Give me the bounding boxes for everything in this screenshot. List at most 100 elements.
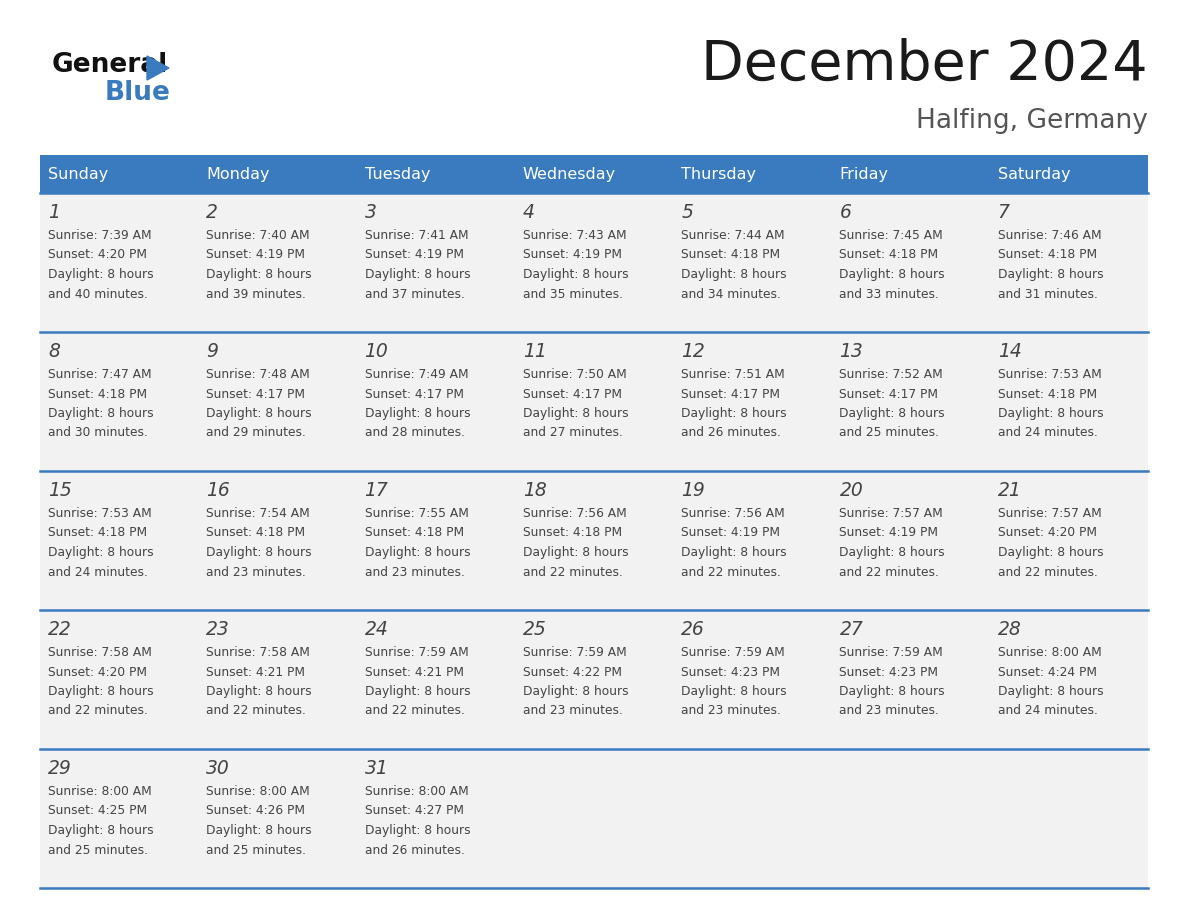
Text: 4: 4 xyxy=(523,203,535,222)
Text: Wednesday: Wednesday xyxy=(523,166,617,182)
Text: Sunrise: 7:40 AM: Sunrise: 7:40 AM xyxy=(207,229,310,242)
Text: Daylight: 8 hours: Daylight: 8 hours xyxy=(523,407,628,420)
Text: Sunrise: 7:49 AM: Sunrise: 7:49 AM xyxy=(365,368,468,381)
Text: 11: 11 xyxy=(523,342,546,361)
Text: Daylight: 8 hours: Daylight: 8 hours xyxy=(365,685,470,698)
Text: 3: 3 xyxy=(365,203,377,222)
Text: Daylight: 8 hours: Daylight: 8 hours xyxy=(523,685,628,698)
Text: Daylight: 8 hours: Daylight: 8 hours xyxy=(207,824,312,837)
Text: Sunrise: 7:56 AM: Sunrise: 7:56 AM xyxy=(681,507,785,520)
Text: Daylight: 8 hours: Daylight: 8 hours xyxy=(48,268,153,281)
Text: Sunrise: 7:46 AM: Sunrise: 7:46 AM xyxy=(998,229,1101,242)
Text: and 24 minutes.: and 24 minutes. xyxy=(998,427,1098,440)
Text: and 40 minutes.: and 40 minutes. xyxy=(48,287,147,300)
Text: Sunrise: 8:00 AM: Sunrise: 8:00 AM xyxy=(365,785,468,798)
Text: Daylight: 8 hours: Daylight: 8 hours xyxy=(681,407,786,420)
Text: 13: 13 xyxy=(840,342,864,361)
Text: Sunrise: 7:41 AM: Sunrise: 7:41 AM xyxy=(365,229,468,242)
Text: and 27 minutes.: and 27 minutes. xyxy=(523,427,623,440)
Text: Sunrise: 7:52 AM: Sunrise: 7:52 AM xyxy=(840,368,943,381)
Text: Daylight: 8 hours: Daylight: 8 hours xyxy=(48,407,153,420)
Text: and 24 minutes.: and 24 minutes. xyxy=(48,565,147,578)
Text: Daylight: 8 hours: Daylight: 8 hours xyxy=(365,824,470,837)
Text: Sunrise: 7:45 AM: Sunrise: 7:45 AM xyxy=(840,229,943,242)
Text: Daylight: 8 hours: Daylight: 8 hours xyxy=(207,407,312,420)
Text: Sunset: 4:17 PM: Sunset: 4:17 PM xyxy=(523,387,621,400)
Text: and 31 minutes.: and 31 minutes. xyxy=(998,287,1098,300)
Text: 19: 19 xyxy=(681,481,704,500)
Text: Sunrise: 7:53 AM: Sunrise: 7:53 AM xyxy=(998,368,1101,381)
Text: 21: 21 xyxy=(998,481,1022,500)
Text: and 22 minutes.: and 22 minutes. xyxy=(681,565,781,578)
Text: and 34 minutes.: and 34 minutes. xyxy=(681,287,781,300)
Text: and 22 minutes.: and 22 minutes. xyxy=(998,565,1098,578)
Text: Sunrise: 7:44 AM: Sunrise: 7:44 AM xyxy=(681,229,785,242)
Text: Sunset: 4:19 PM: Sunset: 4:19 PM xyxy=(365,249,463,262)
Text: Daylight: 8 hours: Daylight: 8 hours xyxy=(998,268,1104,281)
Text: Sunrise: 7:51 AM: Sunrise: 7:51 AM xyxy=(681,368,785,381)
Text: Sunset: 4:19 PM: Sunset: 4:19 PM xyxy=(207,249,305,262)
Text: 20: 20 xyxy=(840,481,864,500)
Text: Sunset: 4:23 PM: Sunset: 4:23 PM xyxy=(840,666,939,678)
Text: Daylight: 8 hours: Daylight: 8 hours xyxy=(48,685,153,698)
Text: Sunset: 4:19 PM: Sunset: 4:19 PM xyxy=(523,249,621,262)
Text: Sunrise: 7:59 AM: Sunrise: 7:59 AM xyxy=(523,646,626,659)
Text: Sunrise: 7:43 AM: Sunrise: 7:43 AM xyxy=(523,229,626,242)
Text: Sunset: 4:27 PM: Sunset: 4:27 PM xyxy=(365,804,463,818)
Text: Daylight: 8 hours: Daylight: 8 hours xyxy=(681,685,786,698)
Text: 25: 25 xyxy=(523,620,546,639)
Text: Daylight: 8 hours: Daylight: 8 hours xyxy=(998,407,1104,420)
Text: and 22 minutes.: and 22 minutes. xyxy=(840,565,940,578)
Text: Sunset: 4:18 PM: Sunset: 4:18 PM xyxy=(48,387,147,400)
Polygon shape xyxy=(147,56,169,80)
Text: and 25 minutes.: and 25 minutes. xyxy=(48,844,148,856)
Text: Sunset: 4:24 PM: Sunset: 4:24 PM xyxy=(998,666,1097,678)
Text: Blue: Blue xyxy=(105,80,171,106)
Text: Sunrise: 7:57 AM: Sunrise: 7:57 AM xyxy=(840,507,943,520)
Text: 9: 9 xyxy=(207,342,219,361)
Text: Sunset: 4:17 PM: Sunset: 4:17 PM xyxy=(681,387,781,400)
Text: Sunrise: 7:54 AM: Sunrise: 7:54 AM xyxy=(207,507,310,520)
Text: Sunrise: 7:59 AM: Sunrise: 7:59 AM xyxy=(840,646,943,659)
Text: and 35 minutes.: and 35 minutes. xyxy=(523,287,623,300)
Text: Sunset: 4:17 PM: Sunset: 4:17 PM xyxy=(365,387,463,400)
Text: Daylight: 8 hours: Daylight: 8 hours xyxy=(207,685,312,698)
Text: Sunrise: 7:56 AM: Sunrise: 7:56 AM xyxy=(523,507,626,520)
Text: Sunset: 4:18 PM: Sunset: 4:18 PM xyxy=(48,527,147,540)
Text: 29: 29 xyxy=(48,759,71,778)
Bar xyxy=(40,749,1148,888)
Text: Sunset: 4:18 PM: Sunset: 4:18 PM xyxy=(207,527,305,540)
Text: 8: 8 xyxy=(48,342,59,361)
Text: Monday: Monday xyxy=(207,166,270,182)
Text: and 22 minutes.: and 22 minutes. xyxy=(207,704,307,718)
Text: Sunrise: 7:58 AM: Sunrise: 7:58 AM xyxy=(207,646,310,659)
Bar xyxy=(40,471,1148,610)
Bar xyxy=(40,193,1148,332)
Text: 24: 24 xyxy=(365,620,388,639)
Text: Sunset: 4:20 PM: Sunset: 4:20 PM xyxy=(998,527,1097,540)
Text: 2: 2 xyxy=(207,203,219,222)
Text: 26: 26 xyxy=(681,620,704,639)
Text: and 23 minutes.: and 23 minutes. xyxy=(523,704,623,718)
Text: 30: 30 xyxy=(207,759,230,778)
Text: Daylight: 8 hours: Daylight: 8 hours xyxy=(365,268,470,281)
Text: and 23 minutes.: and 23 minutes. xyxy=(840,704,940,718)
Text: Daylight: 8 hours: Daylight: 8 hours xyxy=(48,824,153,837)
Text: Sunrise: 7:59 AM: Sunrise: 7:59 AM xyxy=(681,646,785,659)
Text: Sunset: 4:18 PM: Sunset: 4:18 PM xyxy=(681,249,781,262)
Text: Thursday: Thursday xyxy=(681,166,756,182)
Text: Daylight: 8 hours: Daylight: 8 hours xyxy=(207,268,312,281)
Text: and 26 minutes.: and 26 minutes. xyxy=(365,844,465,856)
Text: Sunset: 4:18 PM: Sunset: 4:18 PM xyxy=(998,387,1097,400)
Text: and 39 minutes.: and 39 minutes. xyxy=(207,287,307,300)
Text: Sunrise: 7:55 AM: Sunrise: 7:55 AM xyxy=(365,507,468,520)
Text: 10: 10 xyxy=(365,342,388,361)
Text: Daylight: 8 hours: Daylight: 8 hours xyxy=(48,546,153,559)
Text: 28: 28 xyxy=(998,620,1022,639)
Text: Sunset: 4:18 PM: Sunset: 4:18 PM xyxy=(365,527,463,540)
Text: Daylight: 8 hours: Daylight: 8 hours xyxy=(681,546,786,559)
Text: December 2024: December 2024 xyxy=(701,38,1148,92)
Text: and 23 minutes.: and 23 minutes. xyxy=(207,565,307,578)
Text: 23: 23 xyxy=(207,620,230,639)
Text: 27: 27 xyxy=(840,620,864,639)
